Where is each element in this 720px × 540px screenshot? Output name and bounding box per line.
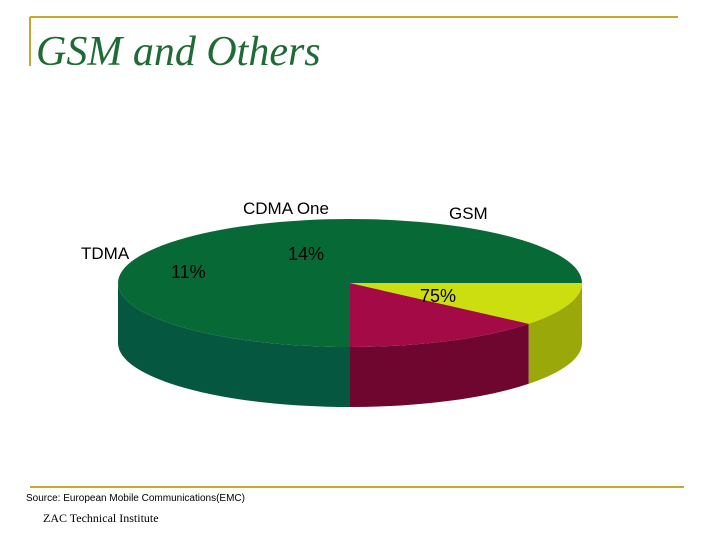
source-note: Source: European Mobile Communications(E… (26, 493, 245, 504)
value-label-cdma-one: 14% (288, 244, 324, 264)
value-label-tdma: 11% (171, 262, 206, 282)
value-label-gsm: 75% (420, 286, 456, 306)
pie-slices (118, 219, 582, 347)
pie-side-cdma-one (350, 323, 529, 407)
pie-side-tdma (528, 283, 582, 384)
pie-slice-tdma (350, 283, 582, 324)
pie-sides (118, 283, 582, 407)
category-label-tdma: TDMA (81, 244, 130, 263)
pie-side-gsm (118, 283, 350, 407)
footer-text: ZAC Technical Institute (43, 511, 159, 525)
category-label-gsm: GSM (449, 204, 488, 223)
pie-slice-cdma-one (350, 283, 529, 347)
slide-title: GSM and Others (36, 29, 321, 75)
category-label-cdma-one: CDMA One (243, 199, 329, 218)
